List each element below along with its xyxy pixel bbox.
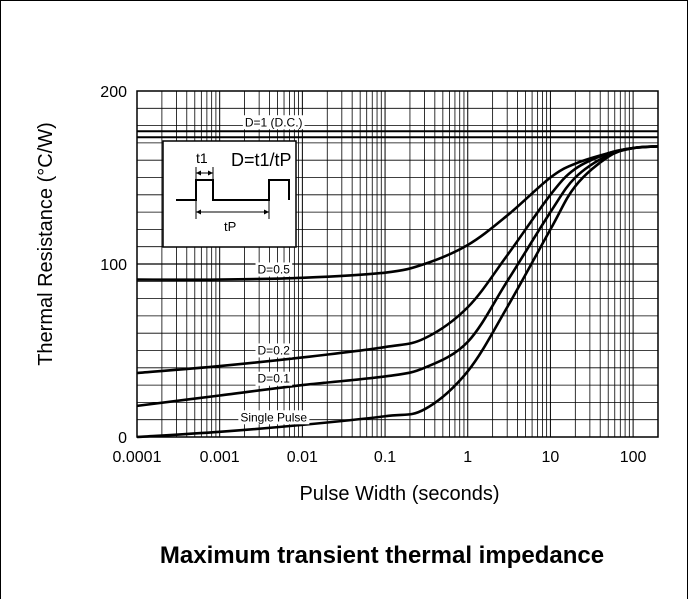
series-line — [136, 145, 659, 408]
duty-formula: D=t1/tP — [231, 150, 292, 170]
series-label: Single Pulse — [240, 410, 307, 424]
series-label-bg — [255, 371, 293, 386]
y-tick-label: 100 — [100, 257, 127, 274]
y-tick-label: 200 — [100, 84, 127, 101]
thermal-impedance-chart: D=1 (D.C.) D=0.5 D=0.2 D=0.1 Single Pulse 0.… — [35, 84, 659, 505]
series-label: D=0.2 — [258, 343, 291, 357]
inset-box — [162, 140, 297, 248]
duty-cycle-inset: t1 D=t1/tP tP — [162, 140, 297, 248]
x-tick-label: 1 — [463, 449, 472, 466]
series-labels: D=1 (D.C.) D=0.5 D=0.2 D=0.1 Single Pulse — [238, 115, 310, 425]
y-tick-label: 0 — [118, 430, 127, 447]
plot-border — [136, 90, 659, 438]
x-tick-label: 100 — [620, 449, 647, 466]
t1-label: t1 — [196, 150, 208, 166]
y-axis-label: Thermal Resistance (°C/W) — [35, 122, 57, 366]
x-tick-label: 0.0001 — [113, 449, 162, 466]
pulse-waveform — [176, 179, 290, 201]
series-label: D=0.5 — [258, 262, 291, 276]
t1-arrow-right — [208, 170, 213, 176]
tp-arrow-right — [264, 209, 269, 215]
series-label-bg — [255, 262, 293, 277]
series-label: D=0.1 — [258, 372, 291, 386]
x-axis-label: Pulse Width (seconds) — [299, 483, 499, 505]
figure-caption: Maximum transient thermal impedance — [0, 542, 688, 570]
x-tick-label: 10 — [542, 449, 560, 466]
tp-arrow-left — [196, 209, 201, 215]
series-label: D=1 (D.C.) — [245, 115, 303, 129]
series-line — [136, 145, 659, 375]
t1-arrow-left — [196, 170, 201, 176]
tp-label: tP — [224, 219, 236, 234]
caption-text: Maximum transient thermal impedance — [159, 542, 605, 569]
series-label-bg — [242, 115, 305, 130]
series-line — [136, 145, 659, 439]
x-tick-label: 0.1 — [374, 449, 396, 466]
series-label-bg — [238, 410, 310, 425]
x-tick-label: 0.01 — [287, 449, 318, 466]
dc-reference-line — [137, 130, 658, 139]
tick-labels: 0.0001 0.001 0.01 0.1 1 10 100 0 100 200 — [100, 84, 646, 466]
x-tick-label: 0.001 — [200, 449, 240, 466]
series-label-bg — [255, 343, 293, 358]
series-lines — [136, 145, 659, 439]
